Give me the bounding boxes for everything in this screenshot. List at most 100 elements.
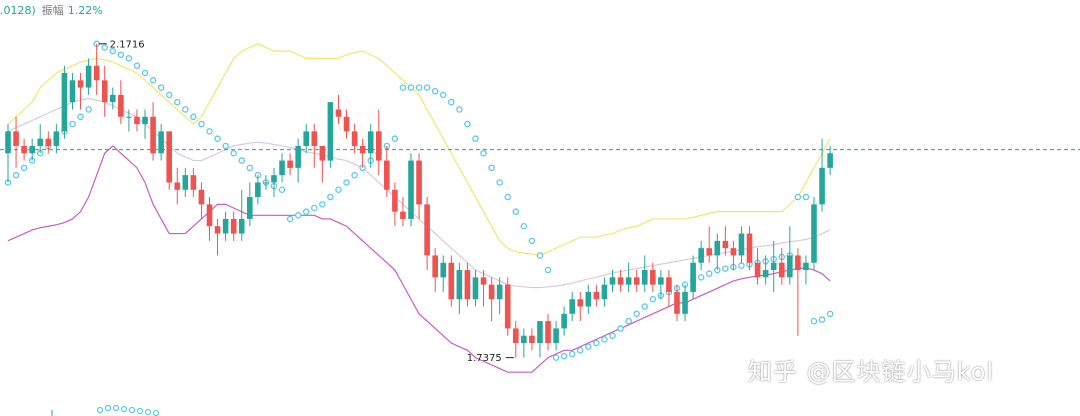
candle-body (625, 277, 632, 285)
candle-up (827, 145, 833, 176)
candle-body (601, 284, 608, 300)
watermark: 知乎 @区块链小马kol (748, 358, 995, 386)
sar-dot (246, 164, 254, 172)
candle-body (504, 284, 511, 329)
sar-dot (512, 208, 520, 215)
candle-up (609, 270, 616, 292)
candle-body (375, 131, 382, 161)
candle-down (432, 248, 438, 292)
candle-up (682, 284, 688, 322)
candle-up (770, 240, 777, 292)
sar-dot (117, 51, 125, 58)
candle-body (13, 131, 19, 146)
candle-body (440, 262, 447, 278)
candle-body (488, 284, 495, 300)
symbol-suffix: .0128) (0, 4, 36, 17)
candle-body (641, 270, 648, 285)
sar-dot (431, 87, 439, 95)
sar-dot (456, 106, 463, 113)
sar-dot (544, 266, 552, 274)
candle-body (384, 160, 390, 190)
sar-dot (133, 62, 141, 69)
sar-dot (818, 316, 826, 323)
candle-body (778, 262, 785, 278)
candle-down (545, 313, 551, 351)
candle-body (335, 109, 342, 117)
candle-body (787, 255, 793, 278)
candle-down (577, 291, 584, 322)
sar-dot (593, 339, 600, 347)
candle-body (174, 182, 181, 190)
candle-down (448, 255, 455, 307)
candle-up (37, 124, 44, 154)
candle-up (247, 182, 253, 227)
candle-body (432, 255, 438, 278)
sar-dot (560, 352, 568, 360)
sar-dot (496, 179, 503, 186)
candle-up (762, 255, 769, 285)
sar-dot (802, 193, 810, 201)
candle-body (819, 167, 825, 205)
candle-up (440, 255, 447, 292)
candle-body (303, 131, 310, 146)
candle-body (448, 262, 455, 300)
sar-dot (152, 409, 160, 416)
candle-up (327, 102, 334, 168)
candle-body (271, 175, 277, 183)
sar-dot (649, 295, 657, 303)
candle-up (496, 277, 503, 314)
sar-dot (472, 135, 479, 142)
candle-down (150, 102, 156, 161)
candle-body (811, 204, 817, 263)
candle-up (303, 124, 310, 154)
sar-dot (238, 157, 245, 164)
sar-dot (141, 69, 149, 77)
candle-up (561, 306, 567, 336)
candle-down (529, 328, 535, 351)
sar-dot (198, 120, 205, 128)
candle-body (166, 131, 172, 183)
candle-down (424, 197, 430, 271)
candle-down (13, 116, 19, 168)
candle-up (142, 109, 148, 139)
candle-body (577, 299, 584, 307)
sar-dot (464, 120, 471, 128)
candle-body (287, 160, 293, 168)
candle-down (287, 153, 293, 176)
candle-up (521, 328, 527, 358)
candle-up (5, 124, 11, 183)
candle-body (158, 131, 164, 154)
candle-body (367, 131, 374, 154)
candle-body (521, 335, 527, 344)
candle-down (650, 262, 656, 292)
candle-body (319, 145, 326, 161)
candle-up (738, 226, 745, 263)
candle-down (77, 72, 84, 110)
sar-dot (165, 91, 173, 99)
candle-body (746, 233, 753, 263)
candle-body (827, 153, 833, 168)
sar-dot (577, 347, 584, 354)
candle-down (730, 240, 737, 271)
candle-up (601, 277, 608, 307)
candle-body (359, 145, 366, 154)
candle-down (134, 109, 140, 132)
candle-body (537, 321, 543, 344)
candle-body (464, 270, 471, 300)
sar-dot (722, 265, 729, 272)
candle-down (488, 277, 495, 322)
candle-up (126, 109, 132, 132)
candle-body (37, 138, 44, 146)
candle-body (593, 291, 600, 300)
sar-dot (335, 186, 342, 194)
candle-body (512, 328, 519, 344)
sar-dot (697, 274, 705, 281)
sar-dot (609, 332, 616, 339)
chart-header: .0128) 振幅 1.22% (0, 2, 103, 18)
candle-up (787, 226, 793, 285)
candle-body (69, 80, 76, 103)
candle-down (722, 226, 729, 256)
sar-dot (810, 317, 818, 325)
candle-down (480, 270, 487, 307)
sar-dot (439, 91, 447, 99)
